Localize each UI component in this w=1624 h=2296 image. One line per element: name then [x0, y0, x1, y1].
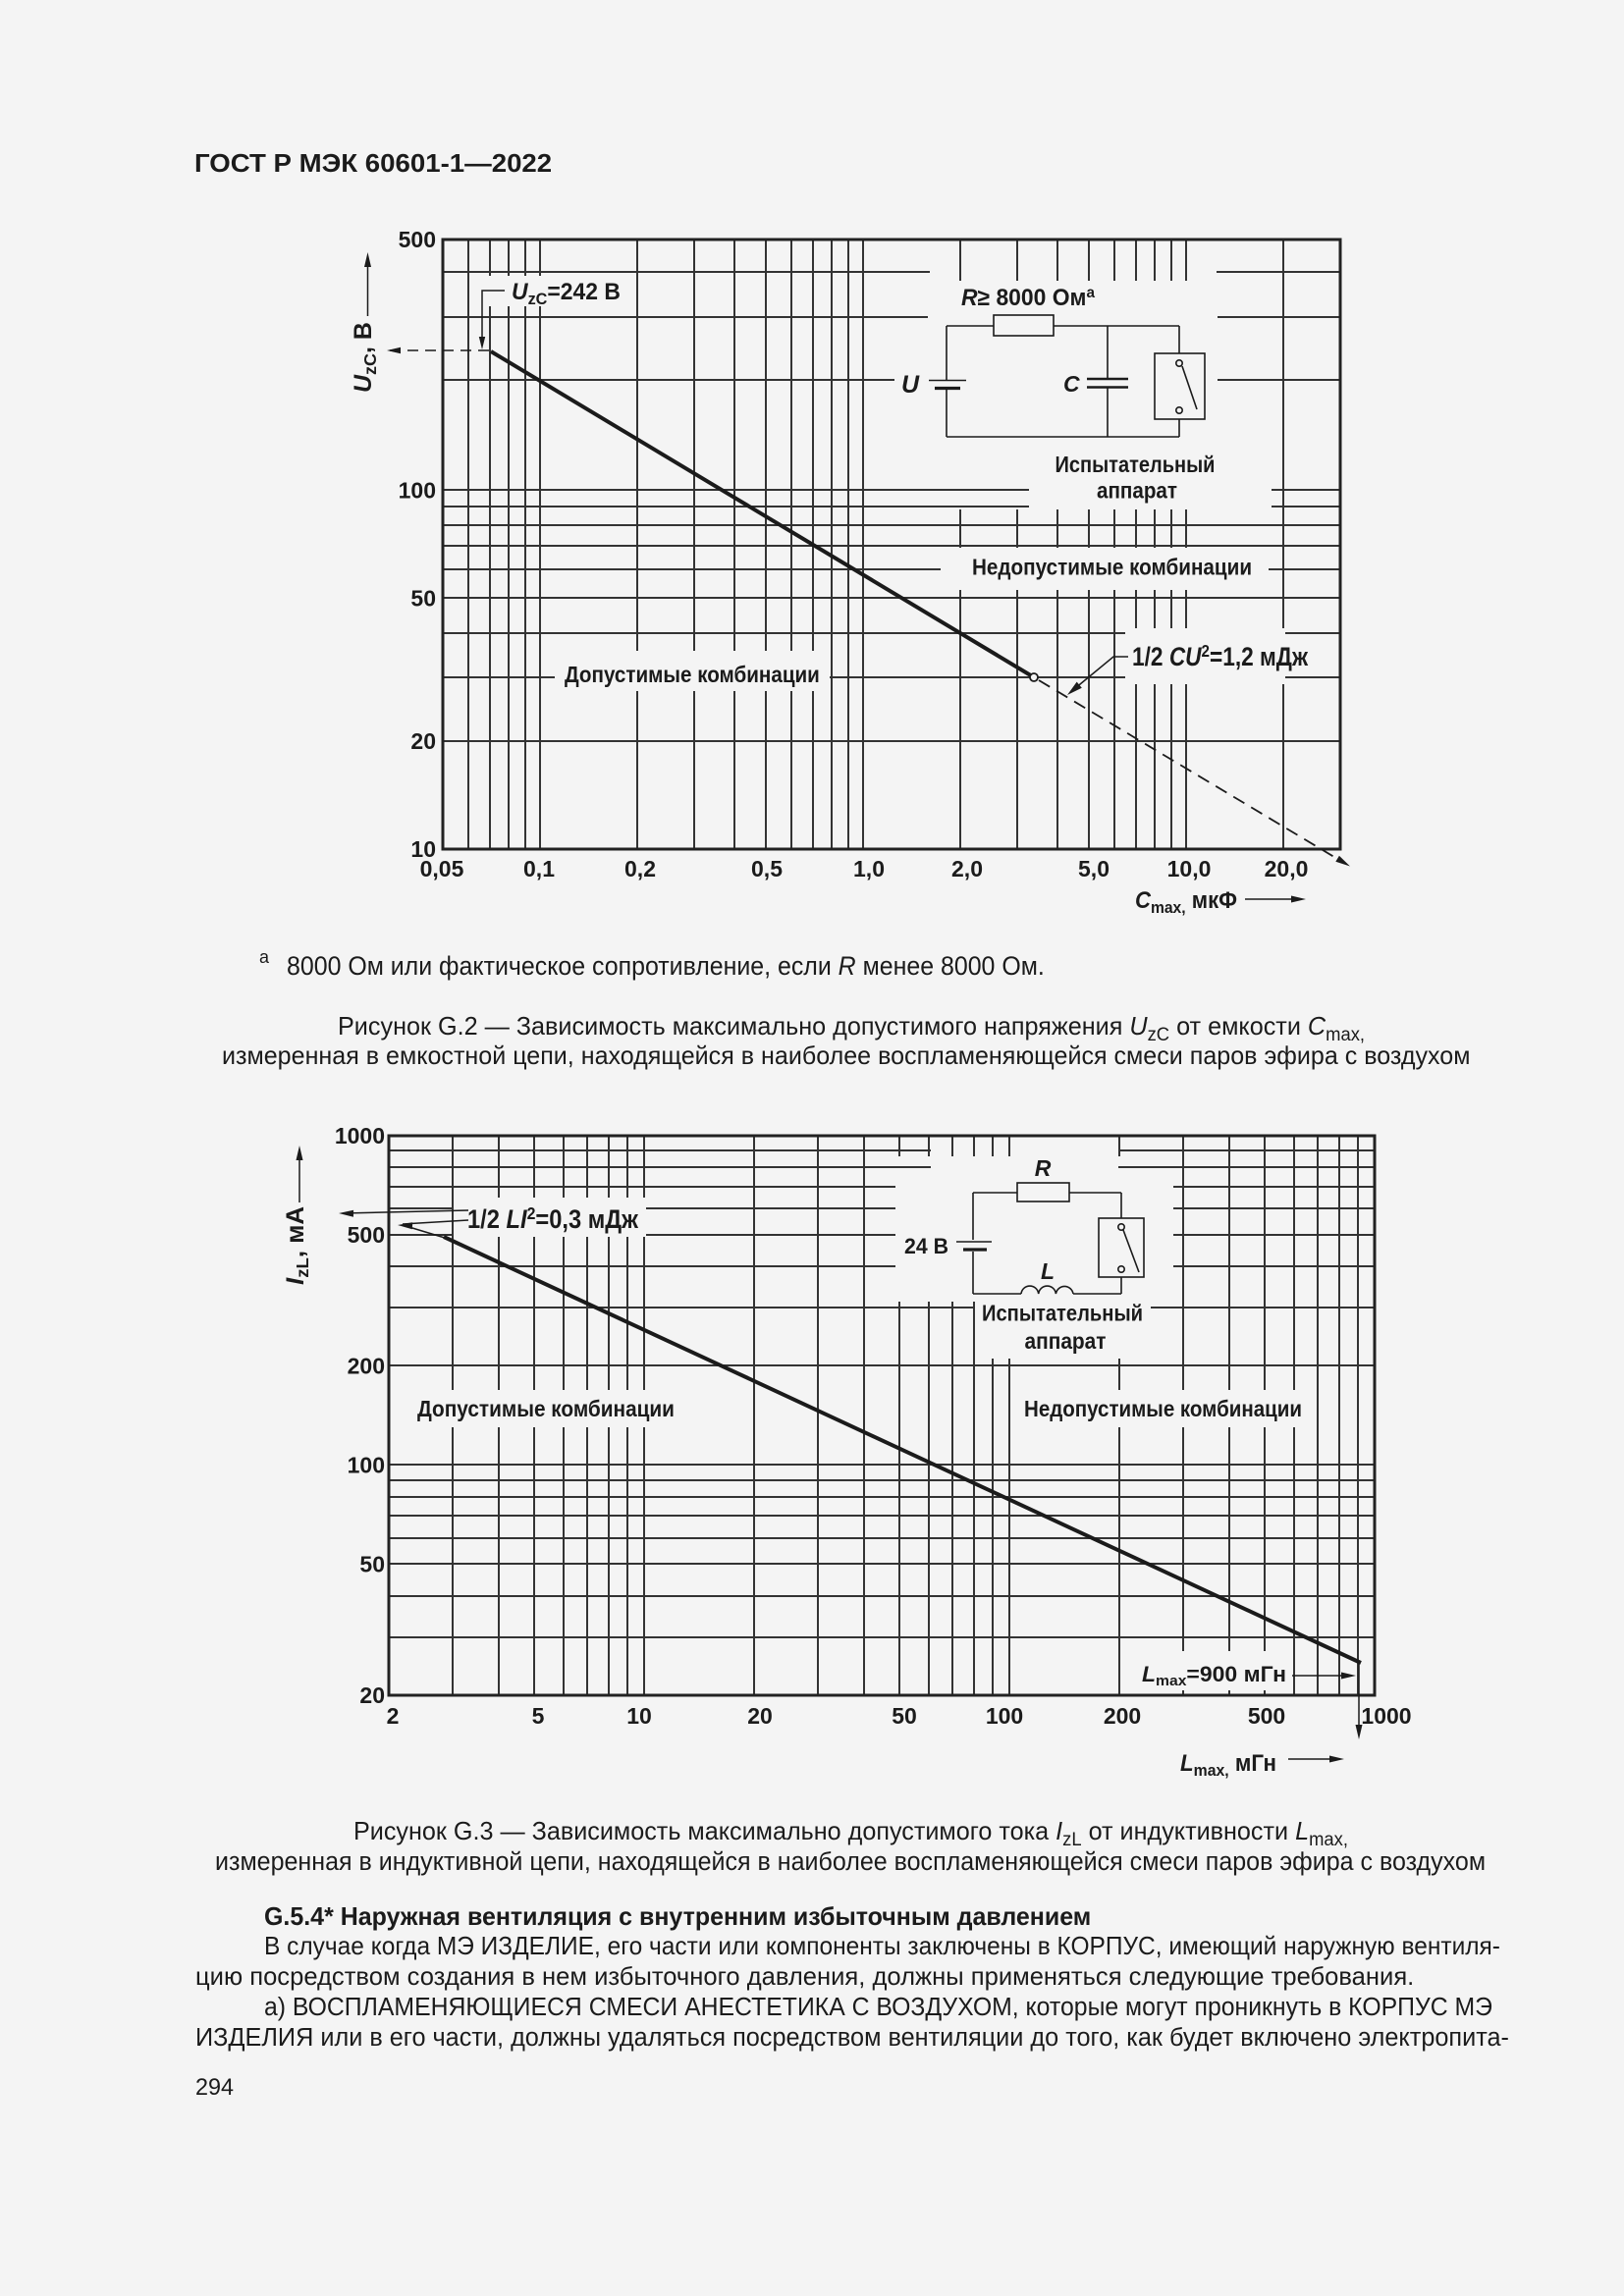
- svg-text:R≥ 8000 Омa: R≥ 8000 Омa: [961, 285, 1095, 311]
- svg-text:L: L: [1041, 1258, 1055, 1284]
- svg-text:UzC=242 В: UzC=242 В: [512, 279, 621, 309]
- svg-text:20: 20: [747, 1703, 773, 1729]
- svg-text:1,0: 1,0: [853, 856, 885, 881]
- svg-text:500: 500: [1248, 1703, 1285, 1729]
- svg-text:0,05: 0,05: [420, 856, 464, 881]
- svg-text:1/2 LI2=0,3 мДж: 1/2 LI2=0,3 мДж: [467, 1203, 639, 1234]
- svg-text:ИЗДЕЛИЯ или в его части, должн: ИЗДЕЛИЯ или в его части, должны удалятьс…: [195, 2024, 1509, 2052]
- svg-text:Испытательный: Испытательный: [982, 1300, 1143, 1326]
- svg-text:а) ВОСПЛАМЕНЯЮЩИЕСЯ СМЕСИ АНЕ: а) ВОСПЛАМЕНЯЮЩИЕСЯ СМЕСИ АНЕСТЕТИКА С В…: [264, 1993, 1492, 2021]
- svg-text:Рисунок G.3 — Зависимость макс: Рисунок G.3 — Зависимость максимально до…: [353, 1818, 1348, 1849]
- svg-text:Недопустимые комбинации: Недопустимые комбинации: [1024, 1396, 1302, 1421]
- svg-text:20,0: 20,0: [1265, 856, 1309, 881]
- svg-text:200: 200: [348, 1354, 385, 1379]
- svg-text:Cmax, мкФ: Cmax, мкФ: [1135, 886, 1237, 917]
- svg-text:1000: 1000: [1361, 1703, 1411, 1729]
- svg-text:Допустимые комбинации: Допустимые комбинации: [565, 662, 820, 687]
- svg-text:U: U: [901, 371, 920, 399]
- svg-text:цию посредством создания в нем: цию посредством создания в нем избыточно…: [195, 1963, 1414, 1991]
- svg-text:500: 500: [348, 1222, 385, 1248]
- svg-text:Lmax, мГн: Lmax, мГн: [1180, 1749, 1276, 1780]
- svg-text:294: 294: [195, 2075, 234, 2101]
- svg-text:20: 20: [359, 1682, 385, 1708]
- svg-text:100: 100: [348, 1453, 385, 1478]
- svg-text:Испытательный: Испытательный: [1056, 452, 1216, 478]
- svg-text:5,0: 5,0: [1078, 856, 1110, 881]
- svg-text:а: а: [259, 947, 270, 967]
- svg-text:5: 5: [532, 1703, 545, 1729]
- svg-text:В случае когда МЭ ИЗДЕЛИЕ, его: В случае когда МЭ ИЗДЕЛИЕ, его части или…: [264, 1932, 1500, 1960]
- svg-text:1000: 1000: [335, 1123, 385, 1148]
- svg-text:0,2: 0,2: [624, 856, 656, 881]
- svg-text:Рисунок G.2 — Зависимость макс: Рисунок G.2 — Зависимость максимально до…: [338, 1013, 1365, 1044]
- svg-text:50: 50: [359, 1552, 385, 1577]
- svg-text:IzL, мА: IzL, мА: [282, 1206, 312, 1285]
- svg-text:20: 20: [410, 728, 436, 754]
- svg-text:аппарат: аппарат: [1024, 1328, 1106, 1354]
- svg-text:2: 2: [387, 1703, 400, 1729]
- svg-text:G.5.4* Наружная вентиляция с в: G.5.4* Наружная вентиляция с внутренним …: [264, 1903, 1091, 1932]
- svg-text:10: 10: [410, 836, 436, 862]
- svg-text:UzC, В: UzC, В: [350, 322, 380, 393]
- svg-text:Допустимые комбинации: Допустимые комбинации: [417, 1396, 675, 1421]
- svg-text:аппарат: аппарат: [1097, 477, 1177, 503]
- svg-text:10: 10: [626, 1703, 652, 1729]
- svg-text:0,5: 0,5: [751, 856, 783, 881]
- svg-text:200: 200: [1104, 1703, 1141, 1729]
- svg-text:R: R: [1035, 1155, 1052, 1181]
- svg-text:500: 500: [399, 227, 436, 252]
- svg-text:0,1: 0,1: [523, 856, 555, 881]
- svg-text:Недопустимые комбинации: Недопустимые комбинации: [972, 554, 1252, 579]
- svg-text:Lmax=900 мГн: Lmax=900 мГн: [1142, 1662, 1286, 1688]
- svg-text:50: 50: [892, 1703, 917, 1729]
- svg-text:100: 100: [986, 1703, 1023, 1729]
- svg-text:1/2 CU2=1,2 мДж: 1/2 CU2=1,2 мДж: [1132, 641, 1308, 672]
- svg-text:измеренная в емкостной цепи, н: измеренная в емкостной цепи, находящейся…: [222, 1042, 1470, 1070]
- svg-text:2,0: 2,0: [951, 856, 983, 881]
- svg-text:C: C: [1063, 371, 1080, 397]
- svg-text:10,0: 10,0: [1167, 856, 1212, 881]
- svg-text:8000 Ом или фактическое сопрот: 8000 Ом или фактическое сопротивление, е…: [287, 950, 1045, 981]
- svg-text:50: 50: [410, 586, 436, 612]
- svg-text:измеренная в индуктивной цепи,: измеренная в индуктивной цепи, находящей…: [215, 1848, 1486, 1877]
- svg-text:24 В: 24 В: [904, 1234, 948, 1258]
- svg-text:100: 100: [399, 478, 436, 504]
- svg-text:ГОСТ Р МЭК 60601-1—2022: ГОСТ Р МЭК 60601-1—2022: [194, 149, 552, 178]
